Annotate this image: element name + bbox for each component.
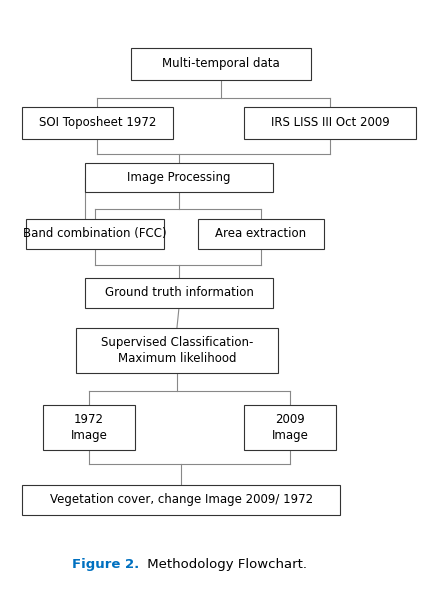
Text: 1972
Image: 1972 Image (70, 413, 107, 442)
FancyBboxPatch shape (244, 405, 336, 450)
FancyBboxPatch shape (76, 328, 277, 373)
Text: Figure 2.: Figure 2. (72, 559, 139, 572)
FancyBboxPatch shape (22, 107, 173, 139)
FancyBboxPatch shape (85, 278, 273, 308)
Text: Image Processing: Image Processing (127, 171, 231, 184)
Text: Supervised Classification-
Maximum likelihood: Supervised Classification- Maximum likel… (101, 336, 253, 365)
Text: Area extraction: Area extraction (215, 227, 306, 240)
Text: IRS LISS III Oct 2009: IRS LISS III Oct 2009 (271, 116, 389, 129)
Text: 2009
Image: 2009 Image (272, 413, 309, 442)
FancyBboxPatch shape (198, 219, 324, 249)
FancyBboxPatch shape (131, 47, 311, 80)
Text: Vegetation cover, change Image 2009/ 1972: Vegetation cover, change Image 2009/ 197… (50, 493, 313, 506)
FancyBboxPatch shape (43, 405, 135, 450)
Text: SOI Toposheet 1972: SOI Toposheet 1972 (38, 116, 156, 129)
FancyBboxPatch shape (22, 485, 340, 515)
FancyBboxPatch shape (85, 163, 273, 192)
Text: Band combination (FCC): Band combination (FCC) (23, 227, 167, 240)
Text: Ground truth information: Ground truth information (104, 286, 253, 299)
FancyBboxPatch shape (244, 107, 416, 139)
Text: Methodology Flowchart.: Methodology Flowchart. (143, 559, 307, 572)
Text: Multi-temporal data: Multi-temporal data (162, 57, 280, 70)
FancyBboxPatch shape (26, 219, 164, 249)
